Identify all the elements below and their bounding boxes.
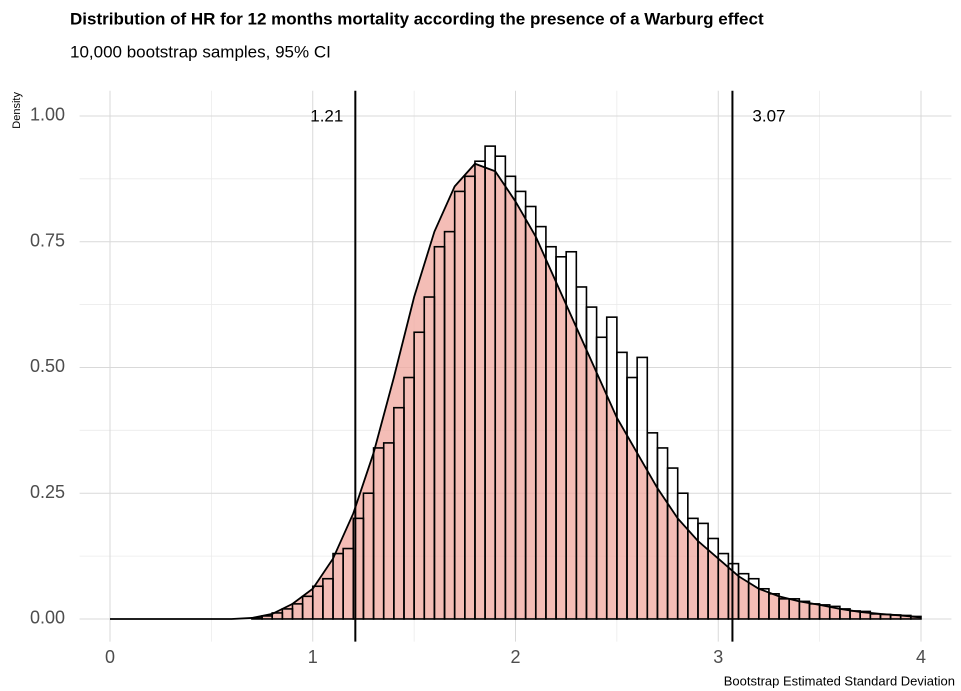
chart-title: Distribution of HR for 12 months mortali… — [70, 9, 764, 28]
y-tick-label: 0.75 — [30, 230, 65, 250]
y-axis-label: Density — [11, 92, 23, 129]
y-tick-label: 0.00 — [30, 608, 65, 628]
x-axis-label: Bootstrap Estimated Standard Deviation — [724, 673, 955, 688]
y-tick-label: 1.00 — [30, 105, 65, 125]
y-tick-label: 0.25 — [30, 482, 65, 502]
x-tick-label: 0 — [105, 647, 115, 667]
density-curve — [110, 162, 922, 620]
x-tick-label: 3 — [713, 647, 723, 667]
x-tick-label: 2 — [510, 647, 520, 667]
x-tick-label: 4 — [916, 647, 926, 667]
x-tick-label: 1 — [308, 647, 318, 667]
chart-subtitle: 10,000 bootstrap samples, 95% CI — [70, 42, 331, 61]
ci-label: 1.21 — [310, 106, 343, 125]
y-tick-label: 0.50 — [30, 356, 65, 376]
ci-label: 3.07 — [752, 106, 785, 125]
